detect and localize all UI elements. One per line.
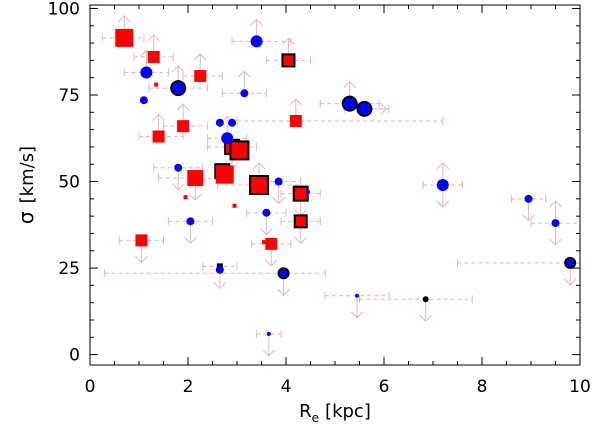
data-point-circle (266, 331, 271, 336)
x-tick-label: 0 (85, 377, 96, 397)
data-point-circle (356, 100, 373, 117)
data-point-square (215, 165, 234, 184)
data-point-square (293, 214, 308, 229)
data-point-square (135, 234, 148, 247)
data-point-square (194, 69, 207, 82)
data-point-square (249, 175, 270, 195)
data-point-circle (436, 179, 449, 191)
y-tick-label: 75 (58, 86, 80, 106)
error-bar (359, 295, 473, 322)
x-tick-label: 2 (183, 377, 194, 397)
x-tick-label: 4 (281, 377, 292, 397)
x-axis-label: Re [kpc] (299, 401, 371, 425)
data-point-circle (215, 265, 224, 274)
error-bar (251, 239, 292, 267)
data-point-square (147, 50, 160, 63)
data-point-circle (228, 118, 237, 127)
data-point-circle (274, 177, 283, 186)
data-point-circle (306, 189, 311, 194)
data-point-circle (186, 217, 195, 226)
y-tick-label: 100 (48, 0, 80, 19)
data-point-circle (215, 118, 224, 127)
data-point-square (115, 28, 134, 47)
error-bar-layer (101, 15, 581, 357)
data-point-square (232, 203, 237, 208)
error-bar (457, 258, 581, 286)
error-bar (104, 269, 326, 296)
data-point-square (229, 140, 250, 161)
data-point-circle (140, 66, 153, 79)
data-point-square (289, 114, 302, 127)
data-point-square (154, 82, 159, 87)
x-tick-label: 10 (569, 377, 591, 397)
y-tick-label: 0 (69, 346, 80, 366)
x-axis-label-unit: [kpc] (325, 401, 371, 422)
data-point-square (187, 170, 204, 187)
y-axis-label: σ [km/s] (14, 146, 38, 224)
x-tick-label: 8 (477, 377, 488, 397)
y-tick-labels: 0 25 50 75 100 (48, 0, 80, 366)
data-point-circle (422, 296, 429, 303)
data-point-circle (551, 219, 560, 228)
data-point-circle (250, 35, 263, 48)
y-axis-label-symbol: σ (14, 211, 38, 224)
error-bar (256, 329, 282, 357)
error-bar (236, 98, 444, 125)
data-point-circle (174, 163, 183, 172)
data-point-square (152, 130, 165, 143)
data-point-square (265, 237, 278, 250)
data-point-circle (262, 208, 271, 217)
data-point-circle (139, 96, 148, 105)
x-axis-label-sub: e (312, 411, 319, 425)
y-axis-label-unit: [km/s] (17, 146, 38, 203)
data-point-square (281, 53, 296, 68)
axis-ticks (89, 5, 581, 365)
data-point-square (261, 240, 266, 245)
data-point-square (177, 120, 190, 133)
x-axis-label-main: R (299, 401, 312, 422)
data-point-circle (524, 194, 533, 203)
data-point-circle (355, 293, 360, 298)
data-points-layer (115, 28, 577, 336)
data-point-circle (341, 95, 358, 112)
data-point-circle (170, 80, 187, 97)
error-bar (133, 34, 174, 61)
data-point-circle (564, 256, 577, 269)
data-point-circle (221, 132, 234, 145)
x-tick-label: 6 (379, 377, 390, 397)
y-tick-label: 25 (58, 259, 80, 279)
plot-frame (89, 4, 581, 366)
data-point-square (292, 185, 309, 202)
data-point-square (183, 195, 188, 200)
data-point-circle (240, 89, 249, 98)
y-tick-label: 50 (58, 173, 80, 193)
data-point-circle (277, 267, 290, 280)
error-bar (148, 65, 209, 93)
x-tick-labels: 0 2 4 6 8 10 (85, 377, 591, 397)
